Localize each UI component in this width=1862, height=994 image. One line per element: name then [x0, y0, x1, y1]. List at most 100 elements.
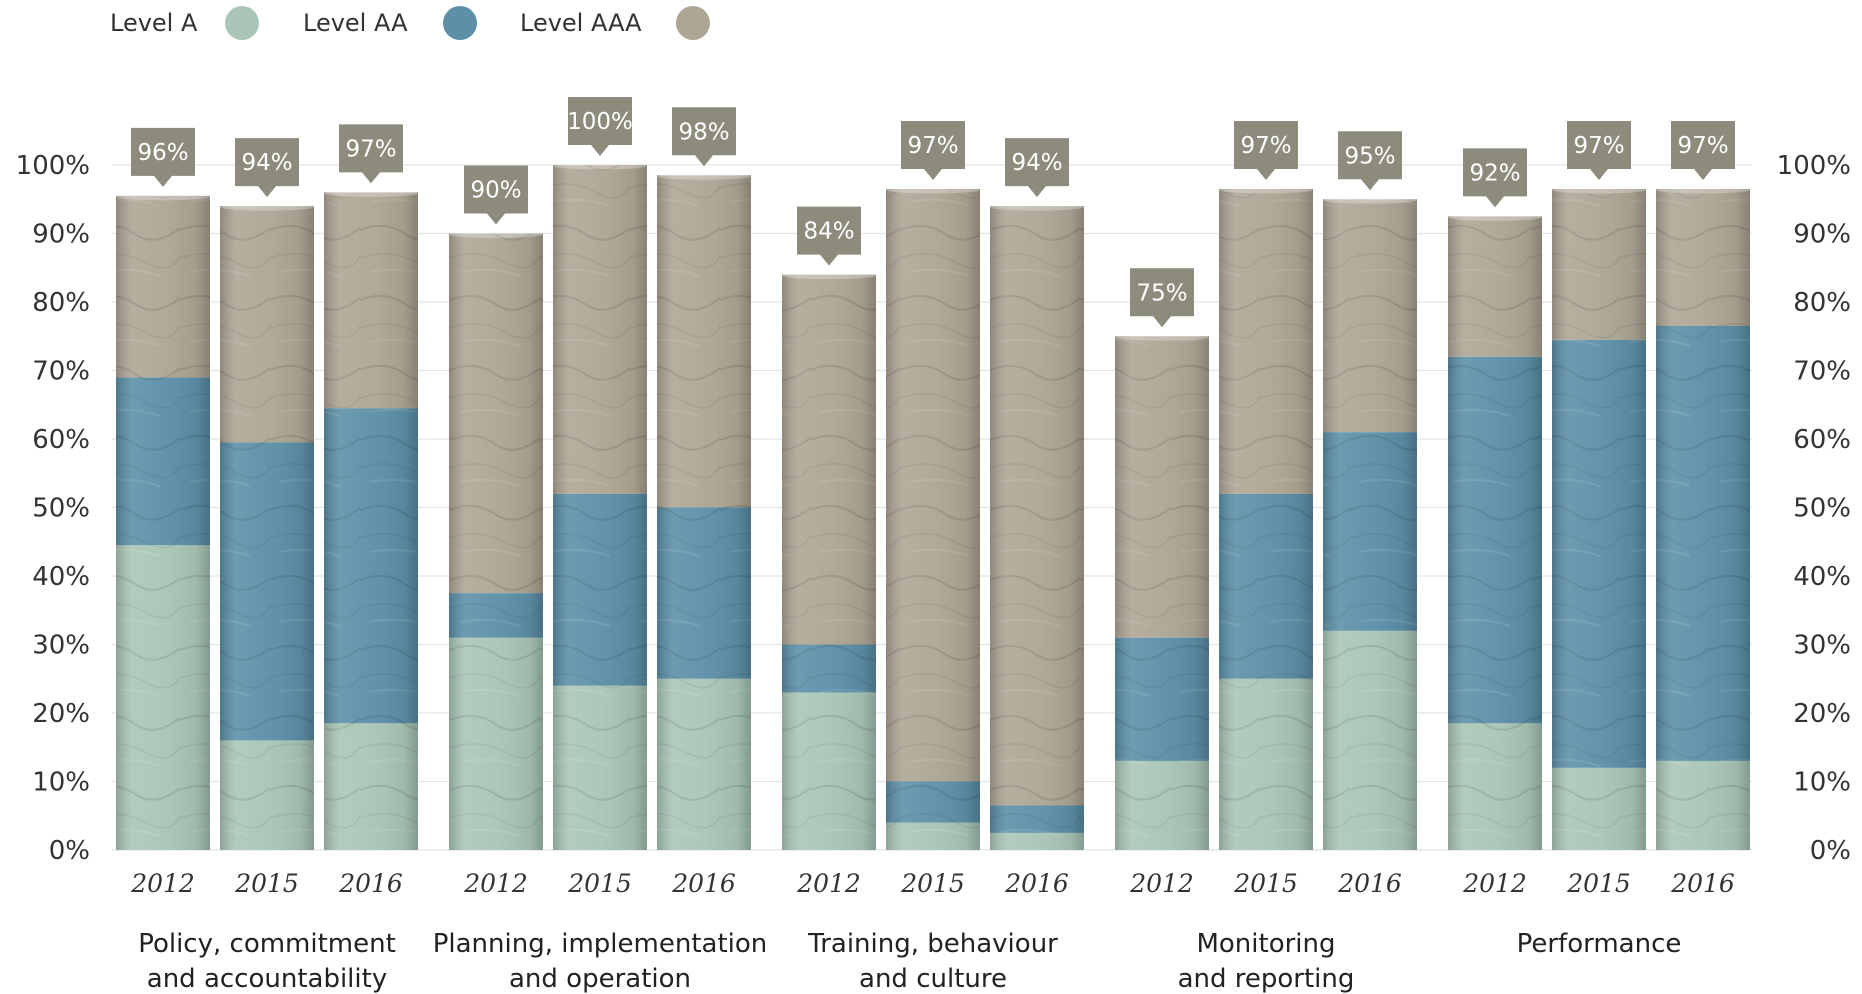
bar-cap [1219, 186, 1313, 194]
bar-stack [657, 172, 751, 850]
bar-stack [990, 203, 1084, 851]
bar-cap [553, 162, 647, 170]
y-tick-label-right: 20% [1793, 699, 1851, 729]
tag-shape [1567, 120, 1631, 180]
group-label: Performance [1517, 929, 1682, 959]
tag-shape [672, 107, 736, 167]
bar-cap [1115, 333, 1209, 341]
tag-shape [1130, 268, 1194, 328]
year-tick-label: 2012 [1462, 869, 1527, 898]
total-label-tag: 94% [235, 138, 299, 198]
bar-cap [782, 272, 876, 280]
bar-stack [1656, 186, 1750, 851]
total-label-text: 97% [1573, 133, 1624, 159]
legend-swatch [225, 6, 259, 40]
total-label-tag: 94% [1005, 138, 1069, 198]
total-labels: 96% 94% 97% 90% 100% 98% 84% 97% 94% 75% 97% 95% 92%… [131, 97, 1735, 328]
bar-stack [1448, 213, 1542, 850]
total-label-tag: 97% [1567, 120, 1631, 180]
legend: Level A Level AA Level AAA [110, 6, 710, 40]
total-label-tag: 100% [567, 97, 633, 156]
bars [116, 162, 1750, 851]
total-label-tag: 97% [339, 124, 403, 184]
y-tick-label-right: 100% [1777, 151, 1851, 181]
bar-cap [1448, 213, 1542, 221]
group-label: Training, behaviour [807, 929, 1058, 959]
bar-shading [1219, 188, 1313, 851]
bar-cap [886, 186, 980, 194]
y-tick-label-right: 90% [1793, 220, 1851, 250]
y-tick-label-left: 60% [32, 425, 90, 455]
y-tick-label-left: 70% [32, 357, 90, 387]
total-label-text: 90% [470, 178, 521, 204]
legend-item-level-aaa: Level AAA [520, 6, 710, 40]
total-label-text: 98% [678, 119, 729, 145]
total-label-text: 95% [1344, 143, 1395, 169]
bar-stack [324, 189, 418, 850]
legend-label: Level AAA [520, 9, 642, 37]
group-label: and culture [859, 964, 1007, 994]
year-tick-label: 2012 [1129, 869, 1194, 898]
y-tick-label-left: 90% [32, 220, 90, 250]
bar-cap [1323, 196, 1417, 204]
total-label-text: 97% [1677, 133, 1728, 159]
bar-shading [220, 206, 314, 851]
bar-cap [1656, 186, 1750, 194]
total-label-tag: 75% [1130, 268, 1194, 328]
y-tick-label-left: 80% [32, 288, 90, 318]
year-tick-label: 2016 [338, 869, 403, 898]
bar-stack [220, 203, 314, 851]
bar-shading [1656, 188, 1750, 851]
y-tick-label-right: 70% [1793, 357, 1851, 387]
tag-shape [1338, 131, 1402, 191]
bar-shading [324, 192, 418, 850]
year-tick-label: 2012 [463, 869, 528, 898]
year-tick-label: 2015 [900, 869, 965, 898]
bar-cap [990, 203, 1084, 211]
y-tick-label-right: 30% [1793, 631, 1851, 661]
total-label-text: 96% [137, 140, 188, 166]
tag-shape [1005, 138, 1069, 198]
tag-shape [131, 127, 195, 187]
bar-stack [886, 186, 980, 851]
group-label: and accountability [147, 964, 387, 994]
y-tick-label-left: 50% [32, 494, 90, 524]
y-tick-label-right: 0% [1810, 836, 1851, 866]
bar-stack [116, 193, 210, 850]
total-label-text: 100% [567, 109, 633, 135]
total-label-tag: 97% [901, 120, 965, 180]
total-label-tag: 95% [1338, 131, 1402, 191]
legend-label: Level AA [303, 9, 408, 37]
tag-shape [901, 120, 965, 180]
bar-shading [782, 274, 876, 851]
tag-shape [464, 165, 528, 225]
y-tick-label-left: 30% [32, 631, 90, 661]
total-label-tag: 90% [464, 165, 528, 225]
total-label-text: 84% [803, 219, 854, 245]
y-tick-label-right: 80% [1793, 288, 1851, 318]
bar-shading [1115, 336, 1209, 850]
total-label-tag: 97% [1671, 120, 1735, 180]
tag-shape [1463, 148, 1527, 208]
total-label-tag: 96% [131, 127, 195, 187]
total-label-text: 92% [1469, 160, 1520, 186]
bar-shading [449, 233, 543, 850]
bar-cap [657, 172, 751, 180]
bar-shading [553, 165, 647, 850]
total-label-text: 94% [1011, 150, 1062, 176]
legend-swatch [443, 6, 477, 40]
year-tick-label: 2015 [567, 869, 632, 898]
year-tick-label: 2015 [234, 869, 299, 898]
total-label-text: 97% [345, 136, 396, 162]
total-label-tag: 97% [1234, 120, 1298, 180]
y-tick-label-right: 60% [1793, 425, 1851, 455]
y-tick-label-left: 10% [32, 768, 90, 798]
year-tick-label: 2012 [130, 869, 195, 898]
bar-stack [553, 162, 647, 850]
bar-stack [782, 272, 876, 851]
year-tick-label: 2016 [1670, 869, 1735, 898]
y-tick-label-left: 100% [16, 151, 90, 181]
legend-swatch [676, 6, 710, 40]
y-tick-label-left: 0% [49, 836, 90, 866]
year-tick-label: 2015 [1566, 869, 1631, 898]
